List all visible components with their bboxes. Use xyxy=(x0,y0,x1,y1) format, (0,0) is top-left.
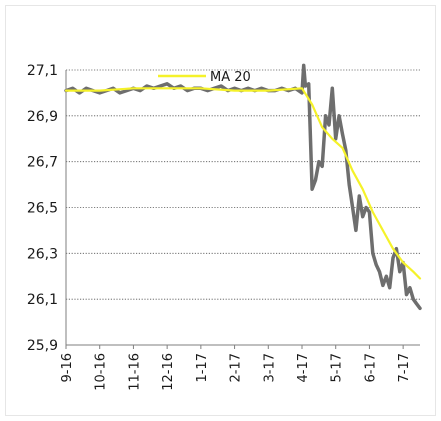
x-tick-label: 3-17 xyxy=(262,353,277,383)
x-tick-label: 2-17 xyxy=(229,353,244,383)
y-tick-label: 25,9 xyxy=(27,338,58,354)
legend-label-ma20: MA 20 xyxy=(210,70,251,85)
series-line-ma20 xyxy=(64,87,422,280)
y-tick-label: 26,5 xyxy=(27,201,58,217)
series-line-price xyxy=(64,63,422,311)
y-tick-label: 27,1 xyxy=(27,63,58,79)
x-tick-label: 7-17 xyxy=(397,353,412,383)
x-tick-label: 6-17 xyxy=(363,353,378,383)
x-tick-label: 12-16 xyxy=(161,353,176,391)
y-tick-label: 26,7 xyxy=(27,155,58,171)
x-tick-label: 1-17 xyxy=(195,353,210,383)
y-tick-label: 26,9 xyxy=(27,109,58,125)
y-axis-ticks: 25,9 26,1 26,3 26,5 26,7 26,9 27,1 xyxy=(27,63,58,354)
y-tick-label: 26,3 xyxy=(27,246,58,262)
x-tick-label: 11-16 xyxy=(127,353,142,391)
x-tick-label: 5-17 xyxy=(330,353,345,383)
x-tick-label: 4-17 xyxy=(296,353,311,383)
y-tick-label: 26,1 xyxy=(27,292,58,308)
gridlines xyxy=(66,69,420,300)
x-tick-label: 9-16 xyxy=(60,353,75,383)
legend: MA 20 xyxy=(158,70,251,85)
x-axis-ticks: 9-16 10-16 11-16 12-16 1-17 2-17 3-17 4-17 5-17 6… xyxy=(60,345,412,391)
x-tick-label: 10-16 xyxy=(94,353,109,391)
series-group xyxy=(64,63,422,311)
